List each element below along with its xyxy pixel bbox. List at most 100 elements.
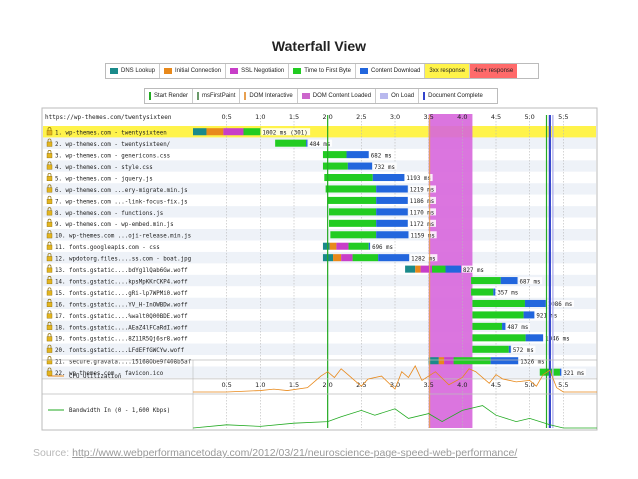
row-background (43, 309, 596, 321)
request-label: 4. wp-themes.com - style.css (55, 165, 153, 171)
bar-ttfb (329, 208, 377, 216)
legend-marker (149, 92, 151, 100)
duration-label-bg (506, 322, 531, 330)
legend-item-start-render: Start Render (145, 89, 194, 103)
bar-download (445, 265, 461, 273)
lock-icon (46, 370, 53, 376)
lock-icon-shackle (47, 264, 52, 268)
lock-icon-shackle (47, 344, 52, 349)
request-label: 16. fonts.gstatic....YV_H-InOWBDw.woff (55, 302, 188, 308)
duration-label: 682 ms (371, 153, 392, 159)
source-citation: Source: http://www.webperformancetoday.c… (33, 447, 517, 459)
duration-label: 1086 ms (548, 302, 572, 308)
legend-item-content-download: Content Download (356, 64, 426, 78)
lock-icon (46, 267, 53, 273)
row-background (43, 229, 596, 241)
duration-label-bg (408, 185, 436, 193)
bar-ttfb (453, 357, 491, 365)
source-prefix: Source: (33, 447, 73, 459)
bar-ttfb (472, 311, 524, 319)
x-tick-label: 3.0 (390, 113, 400, 121)
legend-item-dom-interactive: DOM Interactive (240, 89, 298, 103)
row-background (43, 286, 596, 298)
bar-ssl (420, 265, 433, 273)
x-tick-label: 5.5 (558, 113, 568, 121)
bar-download (559, 368, 562, 376)
legend-swatch (110, 68, 118, 74)
legend-label: Document Complete (428, 93, 483, 99)
bar-ttfb (325, 185, 377, 193)
duration-label: 1172 ms (410, 222, 434, 228)
duration-label: 484 ms (309, 142, 330, 148)
legend-phases: DNS Lookup Initial Connection SSL Negotiat… (105, 63, 539, 79)
bar-download (493, 288, 496, 296)
legend-label: Time to First Byte (304, 68, 351, 74)
lock-icon (46, 164, 53, 170)
bar-ttfb (327, 196, 377, 204)
duration-label: 1219 ms (410, 188, 434, 194)
duration-label-bg (261, 128, 311, 136)
bar-ttfb (348, 242, 369, 250)
lock-icon (46, 153, 53, 159)
bandwidth-line (192, 405, 597, 429)
duration-label-bg (518, 277, 543, 285)
bar-download (376, 219, 408, 227)
bar-download (525, 334, 544, 342)
request-label: 5. wp-themes.com - jquery.js (55, 176, 153, 182)
x-tick-label-bottom: 4.0 (457, 381, 467, 389)
lock-icon-shackle (47, 298, 52, 303)
bar-ssl (444, 357, 454, 365)
lock-icon (46, 336, 53, 342)
request-label: 9. wp-themes.com - wp-embed.min.js (55, 222, 174, 228)
bar-ttfb (324, 174, 373, 182)
lock-icon (46, 141, 53, 147)
duration-label: 1046 ms (545, 337, 569, 343)
legend-item-dom-content-loaded: DOM Content Loaded (298, 89, 377, 103)
lock-icon (46, 244, 53, 250)
request-label: 22. wp-themes.com - favicon.ico (55, 371, 164, 377)
lock-icon-shackle (47, 367, 52, 372)
bar-connect (333, 254, 342, 262)
duration-label: 732 ms (374, 165, 395, 171)
chart-title: Waterfall View (271, 38, 367, 54)
request-label: 19. fonts.gstatic....8Z11R5Qj6sr8.woff (55, 337, 188, 343)
legend-item-document-complete: Document Complete (419, 89, 487, 103)
bar-ssl (336, 242, 349, 250)
lock-icon (46, 359, 53, 365)
x-tick-label-bottom: 2.5 (356, 381, 366, 389)
legend-item-3xx-response: 3xx response (425, 64, 471, 78)
duration-label-bg (410, 254, 438, 262)
row-background (43, 355, 596, 367)
bar-ttfb (472, 322, 503, 330)
bar-ssl (341, 254, 353, 262)
duration-label-bg (535, 311, 559, 319)
x-tick-label: 4.0 (457, 113, 467, 121)
lock-icon (46, 347, 53, 353)
lock-icon (46, 256, 53, 262)
x-tick-label-bottom: 1.5 (289, 381, 299, 389)
row-background (43, 320, 596, 333)
duration-label: 1002 ms (301) (262, 130, 307, 136)
bar-ttfb (472, 299, 525, 307)
x-tick-label-bottom: 3.5 (423, 381, 433, 389)
bar-connect (206, 128, 224, 136)
request-label: 13. fonts.gstatic....bdYg1lQab6Gw.woff (55, 268, 188, 274)
bar-connect (438, 357, 445, 365)
lock-icon (46, 290, 53, 296)
bar-download (490, 357, 519, 365)
bar-download (523, 311, 535, 319)
duration-label-bg (496, 288, 520, 296)
duration-label-bg (405, 174, 433, 182)
row-background (43, 240, 596, 252)
legend-label: DOM Interactive (249, 93, 293, 99)
source-link[interactable]: http://www.webperformancetoday.com/2012/… (72, 447, 518, 459)
row-background (43, 263, 596, 275)
page-url-label: https://wp-themes.com/twentysixteen (45, 114, 172, 121)
legend-marker (423, 92, 426, 100)
legend-label: Start Render (154, 93, 189, 99)
legend-item-ssl-negotiation: SSL Negotiation (226, 64, 290, 78)
duration-label-bg (371, 242, 395, 250)
bar-ttfb (322, 151, 347, 159)
legend-item-time-to-first-byte: Time to First Byte (289, 64, 356, 78)
